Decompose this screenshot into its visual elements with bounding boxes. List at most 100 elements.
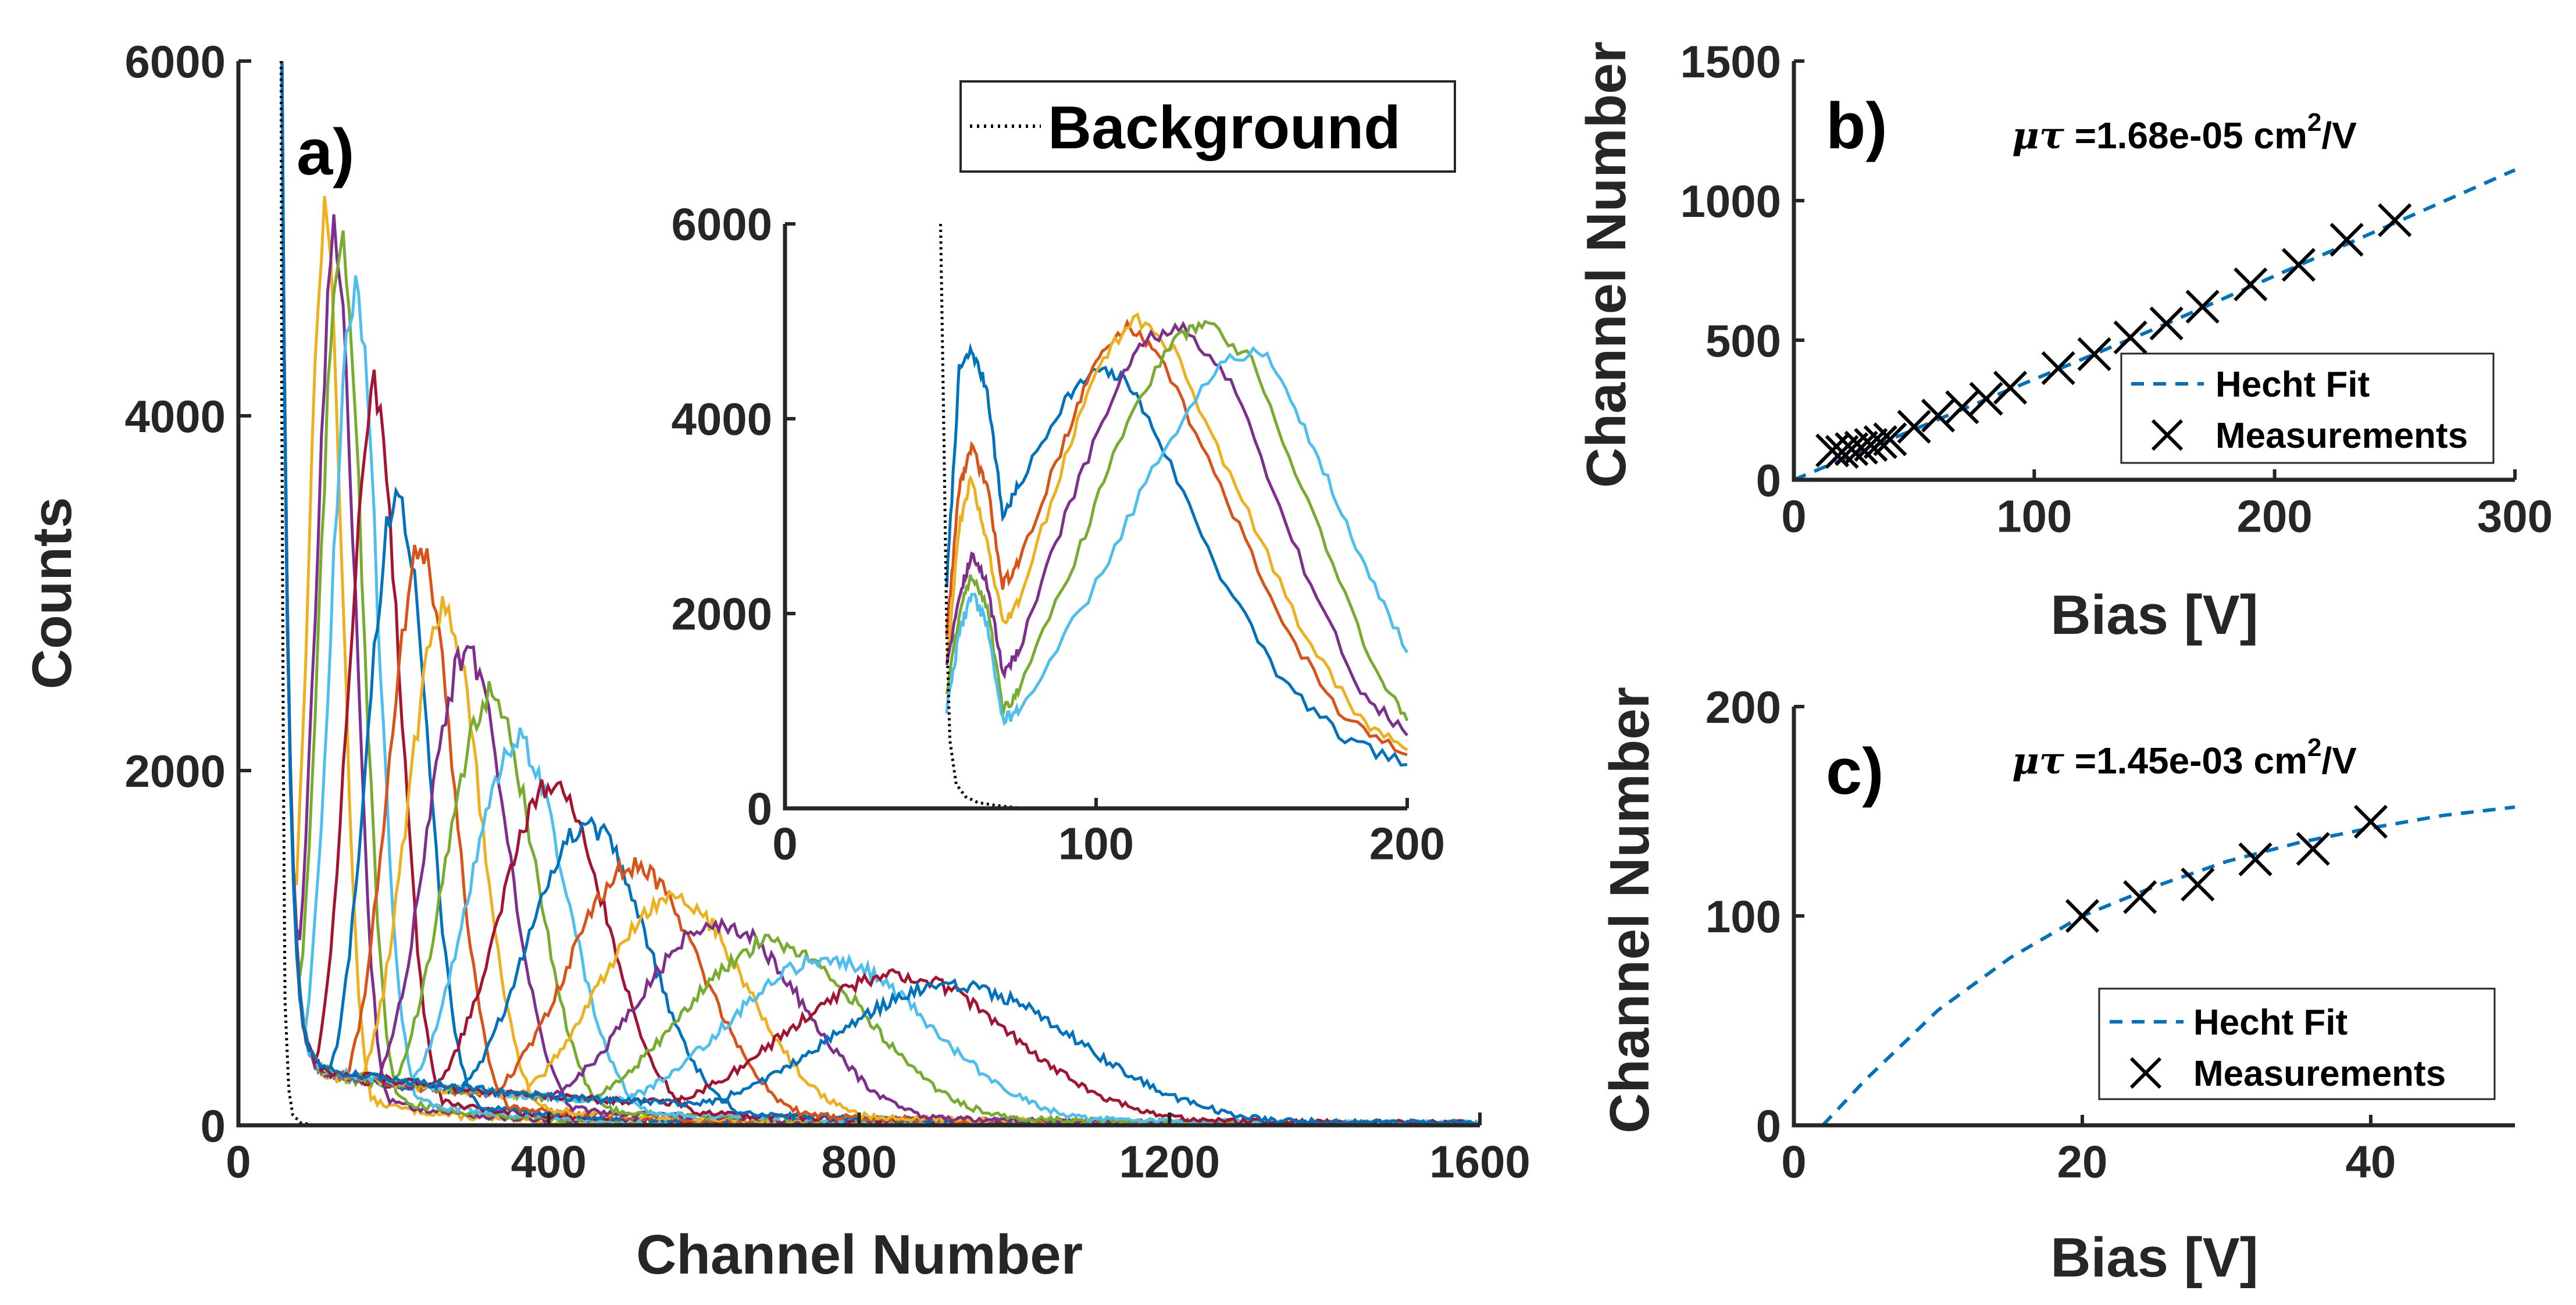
panel-b-mu-tau-sup: 2 bbox=[2307, 108, 2321, 137]
panel-a-inset: 0 100 200 0 2000 4000 6000 bbox=[671, 198, 1445, 869]
x-tick-label: 40 bbox=[2346, 1136, 2396, 1188]
measurement-point bbox=[2238, 842, 2272, 876]
inset-background bbox=[785, 224, 1407, 808]
panel-b-plot bbox=[1793, 168, 2516, 482]
measurement-point bbox=[2065, 898, 2100, 933]
hecht-fit-line bbox=[1793, 168, 2516, 482]
y-tick-label: 1000 bbox=[1680, 176, 1781, 227]
panel-c: 0 20 40 0 100 200 Bias [V] Channel Number c)… bbox=[1599, 682, 2516, 1289]
inset-series-line bbox=[945, 312, 1408, 751]
x-tick-label: 20 bbox=[2057, 1136, 2108, 1188]
measurement-point bbox=[1921, 398, 1956, 433]
y-tick-label: 6000 bbox=[124, 36, 226, 87]
measurement-point bbox=[2296, 832, 2330, 866]
measurement-point bbox=[1897, 409, 1931, 444]
measurement-point bbox=[1835, 432, 1869, 466]
panel-b-x-label: Bias [V] bbox=[2050, 584, 2258, 646]
panel-c-y-label: Channel Number bbox=[1599, 687, 1661, 1133]
panel-a-legend-box bbox=[959, 80, 1456, 173]
panel-c-legend-box bbox=[2098, 987, 2496, 1100]
measurement-point bbox=[2329, 223, 2364, 257]
y-tick-label: 200 bbox=[1706, 682, 1781, 733]
panel-b-y-ticks: 0 500 1000 1500 bbox=[1680, 36, 1804, 506]
measurement-point bbox=[2353, 804, 2388, 839]
x-tick-label: 200 bbox=[1369, 818, 1445, 869]
inset-series-line bbox=[945, 320, 1409, 722]
panel-b-legend-fit-label: Hecht Fit bbox=[2215, 365, 2370, 405]
y-tick-label: 2000 bbox=[124, 746, 226, 797]
panel-c-legend: Hecht Fit Measurements bbox=[2098, 987, 2496, 1100]
panel-c-label: c) bbox=[1826, 735, 1884, 808]
panel-c-mu-tau-sup: 2 bbox=[2307, 733, 2321, 762]
legend-background-label: Background bbox=[1048, 94, 1401, 162]
inset-series-line bbox=[945, 320, 1408, 736]
inset-series-line bbox=[945, 318, 1408, 757]
measurement-point bbox=[1873, 422, 1907, 457]
panel-c-legend-measurements-label: Measurements bbox=[2193, 1054, 2446, 1094]
x-tick-label: 400 bbox=[511, 1136, 587, 1188]
panel-a-y-label: Counts bbox=[21, 497, 83, 690]
panel-b-mu-tau-value: =1.68e-05 cm bbox=[2064, 115, 2307, 156]
inset-series-line bbox=[945, 343, 1408, 767]
measurement-point bbox=[1825, 434, 1859, 469]
panel-b-mu-tau-unit: /V bbox=[2321, 115, 2357, 156]
measurement-point bbox=[1969, 381, 2003, 416]
panel-c-x-ticks: 0 20 40 bbox=[1781, 1115, 2396, 1188]
panel-b-label: b) bbox=[1826, 90, 1888, 162]
y-tick-label: 0 bbox=[1756, 1100, 1781, 1151]
y-tick-label: 2000 bbox=[671, 588, 772, 639]
panel-c-mu-tau-value: =1.45e-03 cm bbox=[2064, 740, 2307, 782]
y-tick-label: 4000 bbox=[124, 391, 226, 442]
measurement-point bbox=[2378, 203, 2412, 237]
panel-c-legend-x-marker bbox=[2129, 1057, 2162, 1089]
x-tick-label: 1600 bbox=[1429, 1136, 1530, 1188]
panel-b-legend-x-marker bbox=[2151, 419, 2183, 451]
panel-c-y-ticks: 0 100 200 bbox=[1706, 682, 1804, 1151]
panel-b-x-ticks: 0 100 200 300 bbox=[1781, 469, 2553, 542]
spectrum-series-line bbox=[280, 61, 1479, 1125]
measurement-point bbox=[1844, 430, 1878, 465]
x-tick-label: 800 bbox=[821, 1136, 897, 1188]
panel-c-legend-fit-label: Hecht Fit bbox=[2193, 1003, 2347, 1043]
inset-y-ticks: 0 2000 4000 6000 bbox=[671, 198, 795, 834]
panel-b-legend-measurements-label: Measurements bbox=[2215, 416, 2468, 456]
measurement-point bbox=[2185, 290, 2220, 324]
panel-c-mu-tau-unit: /V bbox=[2321, 740, 2357, 782]
x-tick-label: 0 bbox=[772, 818, 797, 869]
x-tick-label: 1200 bbox=[1119, 1136, 1220, 1188]
measurement-point bbox=[2149, 306, 2183, 341]
y-tick-label: 0 bbox=[1756, 455, 1781, 506]
y-tick-label: 0 bbox=[201, 1100, 226, 1151]
panel-b-legend-box bbox=[2120, 352, 2495, 464]
inset-x-ticks: 0 100 200 bbox=[772, 798, 1445, 869]
x-tick-label: 300 bbox=[2477, 491, 2553, 542]
measurement-point bbox=[2123, 880, 2157, 914]
panel-a-legend: Background bbox=[959, 80, 1456, 173]
panel-b-mu-tau-annotation: μτ =1.68e-05 cm2/V bbox=[2012, 108, 2357, 158]
panel-c-mu-tau-symbol: μτ bbox=[2012, 739, 2065, 783]
x-tick-label: 0 bbox=[1781, 1136, 1806, 1188]
spectrum-series-line bbox=[280, 61, 1480, 1125]
y-tick-label: 1500 bbox=[1680, 36, 1781, 87]
panel-b: 0 100 200 300 0 500 1000 1500 Bias [V] Channel… bbox=[1575, 36, 2553, 646]
panel-a-label: a) bbox=[297, 116, 355, 188]
y-tick-label: 4000 bbox=[671, 393, 772, 444]
background-series-line bbox=[279, 61, 1480, 1125]
inset-series-line bbox=[945, 345, 1409, 726]
measurement-point bbox=[2041, 351, 2075, 386]
panel-a-x-label: Channel Number bbox=[636, 1224, 1083, 1286]
y-tick-label: 100 bbox=[1706, 891, 1781, 942]
x-tick-label: 0 bbox=[226, 1136, 251, 1188]
y-tick-label: 6000 bbox=[671, 198, 772, 249]
measurement-point bbox=[1993, 370, 2028, 405]
x-tick-label: 200 bbox=[2237, 491, 2313, 542]
y-tick-label: 0 bbox=[747, 783, 772, 834]
panel-c-mu-tau-annotation: μτ =1.45e-03 cm2/V bbox=[2012, 733, 2357, 783]
measurement-point bbox=[1854, 427, 1888, 462]
panel-a-y-ticks: 0 2000 4000 6000 bbox=[124, 36, 251, 1151]
x-tick-label: 0 bbox=[1781, 491, 1806, 542]
panel-b-legend: Hecht Fit Measurements bbox=[2120, 352, 2495, 464]
panel-b-y-label: Channel Number bbox=[1575, 41, 1637, 488]
x-tick-label: 100 bbox=[1058, 818, 1134, 869]
